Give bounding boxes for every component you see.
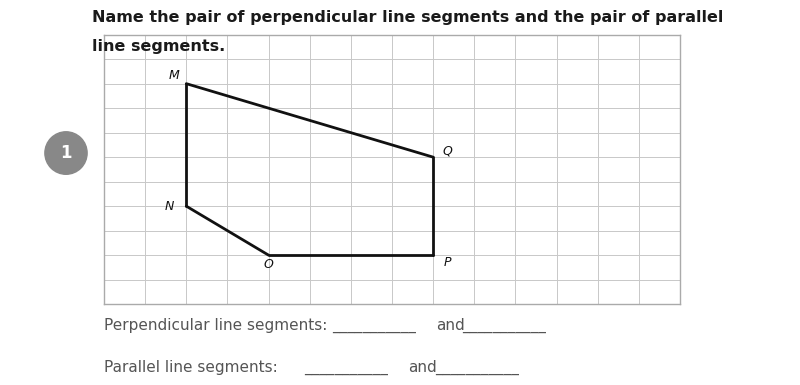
Text: ___________: ___________ bbox=[462, 318, 546, 333]
Text: and: and bbox=[436, 318, 465, 333]
Text: M: M bbox=[169, 69, 179, 82]
Circle shape bbox=[45, 132, 87, 174]
Text: P: P bbox=[444, 256, 451, 269]
Text: ___________: ___________ bbox=[304, 360, 388, 375]
Text: ___________: ___________ bbox=[332, 318, 416, 333]
Text: line segments.: line segments. bbox=[92, 38, 226, 54]
Text: Perpendicular line segments:: Perpendicular line segments: bbox=[104, 318, 327, 333]
Text: 1: 1 bbox=[60, 144, 72, 162]
Text: Name the pair of perpendicular line segments and the pair of parallel: Name the pair of perpendicular line segm… bbox=[92, 10, 723, 25]
Text: N: N bbox=[165, 200, 174, 213]
Text: Q: Q bbox=[442, 144, 453, 157]
Text: and: and bbox=[408, 360, 437, 375]
Text: O: O bbox=[264, 258, 274, 271]
Text: Parallel line segments:: Parallel line segments: bbox=[104, 360, 278, 375]
Text: ___________: ___________ bbox=[435, 360, 519, 375]
